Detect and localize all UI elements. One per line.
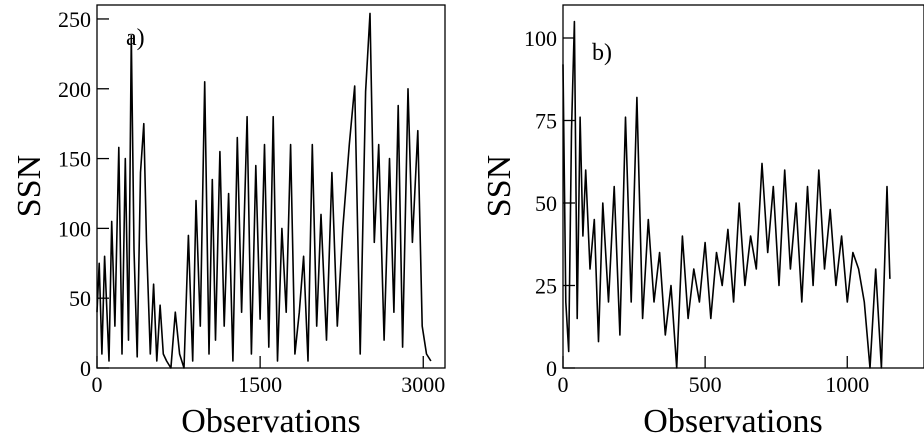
y-tick-label: 200	[58, 77, 91, 102]
y-tick-label: 75	[535, 109, 557, 134]
y-tick-label: 250	[58, 7, 91, 32]
x-tick-label: 3000	[401, 372, 445, 397]
y-tick-label: 50	[535, 191, 557, 216]
panel-label: b)	[592, 40, 612, 66]
x-tick-label: 1000	[825, 372, 869, 397]
panel-label: a)	[126, 25, 145, 51]
panel-b: Observations SSN b) 0 500 1000 0 25 50 75 100	[481, 4, 924, 440]
plot-area	[562, 20, 891, 369]
y-tick-label: 0	[80, 356, 91, 381]
x-tick-label: 0	[92, 372, 103, 397]
y-axis-label: SSN	[11, 155, 48, 217]
panel-a: Observations SSN a) 0 1500 3000 0 50 100 150 20…	[11, 4, 446, 440]
y-tick-label: 150	[58, 147, 91, 172]
y-axis-label: SSN	[481, 155, 518, 217]
x-axis-label: Observations	[643, 403, 822, 440]
y-tick-label: 50	[69, 286, 91, 311]
y-tick-label: 25	[535, 274, 557, 299]
x-tick-label: 1500	[238, 372, 282, 397]
y-tick-label: 100	[58, 216, 91, 241]
series-line	[562, 20, 891, 369]
x-axis-label: Observations	[181, 403, 360, 440]
plot-frame	[562, 4, 924, 369]
x-tick-label: 500	[689, 372, 722, 397]
y-tick-label: 100	[524, 26, 557, 51]
x-tick-label: 0	[558, 372, 569, 397]
plot-frame	[96, 4, 446, 369]
y-tick-label: 0	[546, 356, 557, 381]
series-line	[96, 12, 432, 369]
plot-area	[96, 12, 432, 369]
